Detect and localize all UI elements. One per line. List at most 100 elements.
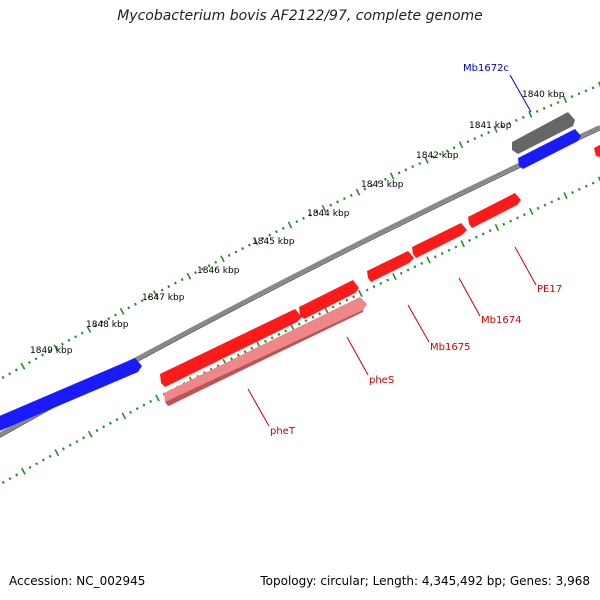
gene-label-phes[interactable]: pheS — [369, 375, 394, 386]
kbp-label: 1848 kbp — [86, 320, 129, 330]
tick-minor — [584, 184, 588, 188]
tick-minor — [200, 267, 204, 271]
tick-minor — [108, 421, 112, 425]
tick-minor — [584, 89, 588, 93]
tick-major — [321, 204, 327, 212]
tick-minor — [74, 335, 78, 339]
tick-major — [358, 289, 363, 297]
tick-major — [121, 412, 127, 420]
gene-label-mb1675[interactable]: Mb1675 — [430, 342, 470, 353]
tick-major — [153, 290, 158, 298]
gene-mb1675[interactable] — [367, 251, 414, 282]
tick-minor — [379, 281, 383, 285]
tick-minor — [474, 235, 478, 239]
tick-minor — [34, 357, 38, 361]
genome-backbone — [0, 125, 600, 437]
tick-minor — [502, 222, 506, 226]
tick-minor — [331, 305, 335, 309]
tick-major — [562, 95, 568, 104]
tick-minor — [557, 197, 561, 201]
tick-minor — [447, 248, 451, 252]
tick-minor — [480, 133, 484, 138]
tick-minor — [1, 375, 5, 379]
tick-minor — [47, 349, 51, 353]
tick-minor — [487, 130, 491, 135]
gene-label-mb1672c[interactable]: Mb1672c — [463, 63, 509, 74]
tick-minor — [68, 443, 72, 447]
gene-forward-blue-top[interactable] — [518, 129, 581, 169]
tick-minor — [543, 203, 547, 207]
tick-minor — [35, 462, 39, 466]
gene-label-phet[interactable]: pheT — [270, 426, 296, 437]
tick-minor — [336, 200, 339, 204]
tick-minor — [397, 171, 401, 175]
tick-minor — [100, 320, 104, 324]
kbp-label: 1841 kbp — [469, 121, 512, 131]
tick-major — [597, 176, 600, 182]
tick-major — [424, 156, 429, 164]
tick-minor — [420, 261, 424, 265]
tick-minor — [488, 229, 492, 233]
tick-minor — [27, 361, 31, 365]
tick-minor — [345, 298, 349, 302]
tick-minor — [94, 324, 97, 328]
tick-minor — [556, 100, 560, 105]
map-title: Mycobacterium bovis AF2122/97, complete … — [117, 8, 483, 24]
gene-label-pe17[interactable]: PE17 — [537, 284, 562, 295]
genome-stats: Topology: circular; Length: 4,345,492 bp… — [260, 574, 590, 588]
tick-minor — [304, 319, 308, 323]
tick-minor — [550, 200, 554, 204]
gene-phet[interactable] — [160, 309, 302, 387]
tick-minor — [372, 285, 376, 289]
tick-minor — [129, 410, 132, 414]
tick-minor — [135, 407, 139, 411]
tick-minor — [399, 271, 403, 275]
kbp-label: 1849 kbp — [30, 346, 73, 356]
leader-mb1674 — [458, 277, 481, 317]
tick-minor — [342, 197, 346, 201]
gene-right-edge-red[interactable] — [594, 145, 600, 157]
tick-minor — [577, 187, 581, 191]
tick-minor — [297, 322, 301, 326]
tick-minor — [284, 329, 288, 333]
tick-minor — [338, 302, 342, 306]
kbp-label: 1840 kbp — [522, 90, 565, 100]
tick-minor — [114, 313, 117, 317]
gene-mb1674[interactable] — [412, 223, 467, 258]
tick-minor — [438, 152, 442, 156]
tick-minor — [230, 357, 234, 361]
tick-major — [253, 238, 259, 246]
tick-minor — [75, 440, 79, 444]
tick-minor — [15, 473, 19, 477]
tick-minor — [302, 216, 305, 220]
tick-minor — [501, 124, 504, 128]
gene-phes[interactable] — [299, 280, 359, 319]
tick-minor — [329, 203, 333, 207]
tick-minor — [140, 299, 144, 303]
tick-minor — [452, 146, 456, 150]
tick-minor — [466, 140, 470, 144]
tick-minor — [127, 306, 131, 310]
gene-phet-highlight[interactable] — [164, 297, 367, 406]
tick-minor — [268, 233, 272, 237]
tick-minor — [194, 271, 197, 275]
tick-minor — [142, 403, 146, 407]
tick-major — [528, 110, 533, 118]
tick-minor — [315, 210, 319, 214]
gene-label-mb1674[interactable]: Mb1674 — [481, 315, 521, 326]
tick-minor — [28, 465, 32, 469]
tick-major — [355, 188, 361, 196]
tick-minor — [377, 180, 380, 185]
tick-minor — [275, 230, 278, 234]
tick-minor — [80, 331, 84, 335]
gene-pe17[interactable] — [468, 193, 521, 228]
tick-major — [563, 192, 568, 200]
leader-mb1672c — [509, 74, 532, 113]
tick-minor — [431, 155, 435, 159]
gene-forward-blue-left[interactable] — [0, 358, 142, 435]
tick-major — [87, 430, 93, 438]
tick-minor — [352, 295, 356, 299]
gene-mb1672c[interactable] — [512, 112, 575, 154]
tick-major — [426, 256, 431, 264]
kbp-label: 1842 kbp — [416, 151, 459, 161]
